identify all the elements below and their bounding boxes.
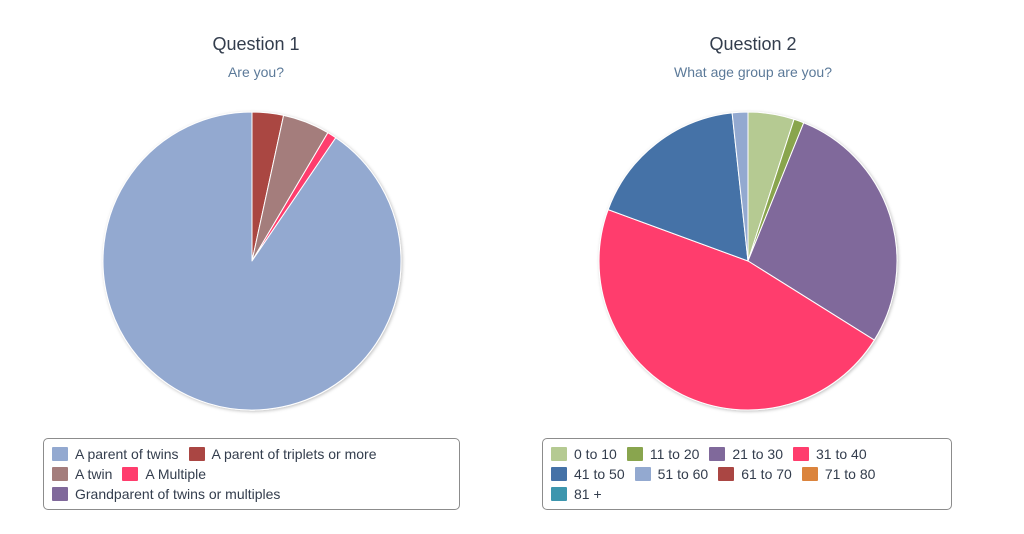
legend-swatch bbox=[709, 447, 726, 461]
legend-row: A parent of twins A parent of triplets or… bbox=[52, 444, 451, 464]
legend-swatch bbox=[626, 447, 643, 461]
legend-item-0-to-10[interactable]: 0 to 10 bbox=[551, 446, 617, 462]
legend-swatch bbox=[52, 487, 68, 501]
legend-item-a-twin[interactable]: A twin bbox=[52, 466, 112, 482]
pie-slice-21-to-30[interactable] bbox=[747, 122, 898, 341]
legend-swatch bbox=[122, 467, 139, 481]
chart-legend: 0 to 10 11 to 20 21 to 30 31 to 40 41 to 50 5… bbox=[542, 438, 952, 510]
legend-label: 51 to 60 bbox=[657, 466, 709, 482]
legend-item-11-to-20[interactable]: 11 to 20 bbox=[626, 446, 700, 462]
pie-slice-41-to-50[interactable] bbox=[607, 112, 749, 262]
legend-item-a-parent-of-twins[interactable]: A parent of twins bbox=[52, 446, 179, 462]
chart-subtitle: Are you? bbox=[227, 64, 285, 80]
legend-row: Grandparent of twins or multiples bbox=[52, 484, 451, 504]
legend-label: 61 to 70 bbox=[741, 466, 792, 482]
legend-label: Grandparent of twins or multiples bbox=[75, 486, 281, 502]
pie-slice-51-to-60[interactable] bbox=[731, 111, 749, 262]
legend-row: 81 + bbox=[551, 484, 943, 504]
legend-swatch bbox=[551, 487, 567, 501]
pie-plot bbox=[102, 111, 402, 411]
chart-title: Question 1 bbox=[212, 34, 300, 54]
legend-item-a-multiple[interactable]: A Multiple bbox=[122, 466, 206, 482]
legend-swatch bbox=[718, 467, 735, 481]
legend-label: 41 to 50 bbox=[574, 466, 625, 482]
chart-legend: A parent of twins A parent of triplets or… bbox=[43, 438, 460, 510]
pie-plot bbox=[598, 111, 898, 411]
legend-label: A twin bbox=[75, 466, 113, 482]
legend-label: 0 to 10 bbox=[574, 446, 617, 462]
legend-row: 41 to 50 51 to 60 61 to 70 71 to 80 bbox=[551, 464, 943, 484]
legend-label: 71 to 80 bbox=[824, 466, 876, 482]
legend-item-51-to-60[interactable]: 51 to 60 bbox=[634, 466, 709, 482]
legend-item-61-to-70[interactable]: 61 to 70 bbox=[718, 466, 792, 482]
legend-label: A parent of twins bbox=[75, 446, 179, 462]
pie-chart-question-1: Question 1 Are you? A parent of twins A p… bbox=[43, 34, 460, 510]
legend-swatch bbox=[793, 447, 809, 461]
legend-label: 31 to 40 bbox=[816, 446, 867, 462]
legend-row: 0 to 10 11 to 20 21 to 30 31 to 40 bbox=[551, 444, 943, 464]
pie-chart-question-2: Question 2 What age group are you? 0 to … bbox=[497, 0, 1009, 534]
legend-swatch bbox=[551, 467, 567, 481]
legend-item-21-to-30[interactable]: 21 to 30 bbox=[709, 446, 783, 462]
legend-row: A twin A Multiple bbox=[52, 464, 451, 484]
pie-slice-31-to-40[interactable] bbox=[598, 209, 875, 411]
legend-item-31-to-40[interactable]: 31 to 40 bbox=[793, 446, 867, 462]
pie-slice-a-parent-of-twins[interactable] bbox=[102, 111, 402, 411]
legend-swatch bbox=[52, 467, 68, 481]
chart-subtitle: What age group are you? bbox=[674, 64, 832, 80]
legend-item-71-to-80[interactable]: 71 to 80 bbox=[801, 466, 876, 482]
legend-item-a-parent-of-triplets-or-more[interactable]: A parent of triplets or more bbox=[188, 446, 377, 462]
legend-label: 21 to 30 bbox=[732, 446, 783, 462]
legend-item-41-to-50[interactable]: 41 to 50 bbox=[551, 466, 625, 482]
legend-item-81[interactable]: 81 + bbox=[551, 486, 602, 502]
legend-swatch bbox=[634, 467, 651, 481]
chart-title: Question 2 bbox=[709, 34, 797, 54]
legend-label: A Multiple bbox=[145, 466, 207, 482]
legend-label: 11 to 20 bbox=[649, 446, 700, 462]
legend-swatch bbox=[52, 447, 68, 461]
legend-swatch bbox=[551, 447, 567, 461]
legend-swatch bbox=[801, 467, 818, 481]
legend-swatch bbox=[188, 447, 205, 461]
legend-label: 81 + bbox=[574, 486, 602, 502]
legend-label: A parent of triplets or more bbox=[211, 446, 377, 462]
legend-item-grandparent-of-twins-or-multiples[interactable]: Grandparent of twins or multiples bbox=[52, 486, 280, 502]
